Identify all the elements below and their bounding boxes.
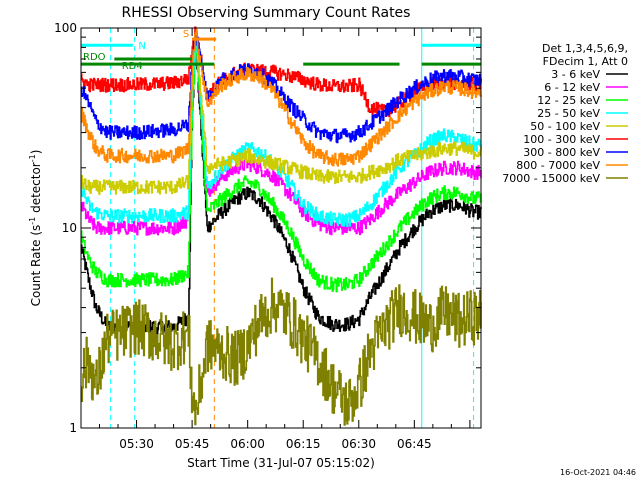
legend-entry-label-4: 50 - 100 keV	[530, 120, 600, 133]
y-tick-label-1: 10	[62, 221, 77, 235]
legend: Det 1,3,4,5,6,9, FDecim 1, Att 0 3 - 6 k…	[502, 42, 628, 185]
flag-label-0: N	[138, 41, 145, 52]
legend-entry-label-8: 7000 - 15000 keV	[502, 172, 600, 185]
legend-header-2: FDecim 1, Att 0	[543, 55, 628, 68]
y-tick-label-2: 100	[54, 21, 77, 35]
y-axis-label-main: Count Rate (s	[29, 225, 43, 307]
series-line-8	[80, 277, 482, 426]
legend-header-1: Det 1,3,4,5,6,9,	[542, 42, 628, 55]
y-tick-label-0: 1	[69, 421, 77, 435]
y-axis-label-exponent-2: -1	[28, 154, 37, 162]
series-line-4	[80, 35, 482, 195]
footer-timestamp: 16-Oct-2021 04:46	[560, 468, 636, 477]
series-line-2	[80, 41, 482, 293]
y-axis-label-tail: detector	[29, 162, 43, 217]
legend-entry-label-3: 25 - 50 keV	[537, 107, 600, 120]
x-tick-label-2: 06:00	[230, 437, 265, 451]
series-line-5	[80, 26, 482, 118]
series-line-7	[80, 29, 482, 167]
flag-label-2: RDO	[83, 52, 106, 63]
legend-entry-label-6: 300 - 800 keV	[523, 146, 600, 159]
x-tick-label-4: 06:30	[341, 437, 376, 451]
series-line-6	[80, 31, 482, 144]
x-tick-label-0: 05:30	[119, 437, 154, 451]
plot-area: N S RDO RD4	[80, 26, 482, 428]
x-axis-label: Start Time (31-Jul-07 05:15:02)	[187, 456, 375, 470]
legend-entry-label-2: 12 - 25 keV	[537, 94, 600, 107]
legend-entry-label-1: 6 - 12 keV	[544, 81, 600, 94]
y-axis-label: Count Rate (s-1 detector-1)	[28, 150, 43, 307]
legend-entry-label-5: 100 - 300 keV	[523, 133, 600, 146]
legend-entry-label-7: 800 - 7000 keV	[516, 159, 600, 172]
y-axis-ticks: 1 10 100	[54, 21, 481, 435]
flag-label-3: RD4	[122, 61, 143, 72]
series-line-1	[80, 38, 482, 236]
chart-title: RHESSI Observing Summary Count Rates	[122, 5, 411, 21]
x-axis-ticks: 05:30 05:45 06:00 06:15 06:30 06:45	[80, 28, 471, 451]
flag-label-1: S	[183, 29, 189, 40]
legend-entry-label-0: 3 - 6 keV	[551, 68, 600, 81]
y-axis-label-exponent: -1	[28, 217, 37, 225]
x-tick-label-5: 06:45	[397, 437, 432, 451]
x-tick-label-3: 06:15	[286, 437, 321, 451]
y-axis-label-close: )	[29, 150, 43, 155]
x-tick-label-1: 05:45	[175, 437, 210, 451]
